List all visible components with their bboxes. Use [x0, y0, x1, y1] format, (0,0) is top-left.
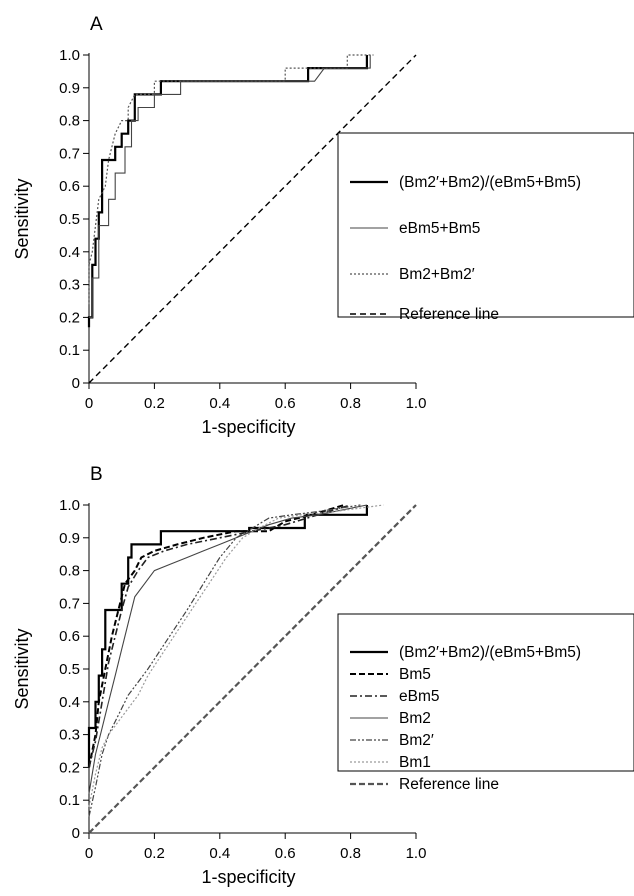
- legend-label-3: Reference line: [399, 306, 499, 323]
- y-tick-label: 0.3: [59, 277, 80, 294]
- x-tick-label: 0: [85, 845, 93, 862]
- series-line-3: [88, 54, 417, 384]
- legend-label-0: (Bm2′+Bm2)/(eBm5+Bm5): [399, 644, 581, 661]
- series-line-1: [89, 55, 371, 318]
- y-axis-title: Sensitivity: [12, 628, 32, 709]
- y-tick-label: 0.6: [59, 178, 80, 195]
- y-tick-label: 0.5: [59, 211, 80, 228]
- y-tick-label: 0.3: [59, 727, 80, 744]
- x-tick-label: 0.4: [209, 395, 230, 412]
- y-tick-label: 0.2: [59, 309, 80, 326]
- x-tick-label: 1.0: [406, 845, 427, 862]
- series-line-2: [88, 504, 351, 768]
- series-line-3: [88, 504, 368, 794]
- panel-label: B: [90, 464, 103, 485]
- x-tick-label: 0.8: [340, 395, 361, 412]
- y-tick-label: 0.2: [59, 759, 80, 776]
- y-tick-label: 1.0: [59, 497, 80, 514]
- x-tick-label: 1.0: [406, 395, 427, 412]
- legend: (Bm2′+Bm2)/(eBm5+Bm5) Bm5 eBm5 Bm2 Bm2′ Bm1 Re…: [337, 613, 634, 793]
- legend: (Bm2′+Bm2)/(eBm5+Bm5) eBm5+Bm5 Bm2+Bm2′ Ref…: [337, 132, 634, 323]
- y-tick-label: 0.5: [59, 661, 80, 678]
- y-tick-label: 0.6: [59, 628, 80, 645]
- y-tick-label: 0.1: [59, 342, 80, 359]
- legend-label-5: Bm1: [399, 754, 431, 771]
- x-tick-label: 0: [85, 395, 93, 412]
- x-tick-label: 0.2: [144, 395, 165, 412]
- y-tick-label: 0.8: [59, 563, 80, 580]
- y-axis-title: Sensitivity: [12, 178, 32, 259]
- legend-label-1: eBm5+Bm5: [399, 220, 480, 237]
- y-tick-label: 0.8: [59, 113, 80, 130]
- legend-label-6: Reference line: [399, 776, 499, 793]
- panel-a: A 0 0.1 0.2 0.3 0.4 0.5 0.6 0.7 0.8 0.9 1.0 0 0.2 0.4 0…: [12, 14, 634, 437]
- y-tick-label: 0: [72, 375, 80, 392]
- x-tick-label: 0.8: [340, 845, 361, 862]
- y-tick-label: 0.7: [59, 595, 80, 612]
- y-tick-label: 0: [72, 825, 80, 842]
- legend-label-2: Bm2+Bm2′: [399, 266, 475, 283]
- series-line-6: [88, 504, 417, 834]
- y-tick-label: 0.1: [59, 792, 80, 809]
- legend-box: [337, 132, 634, 318]
- series-line-4: [88, 504, 361, 817]
- panel-b: B 0 0.1 0.2 0.3 0.4 0.5 0.6 0.7 0.8 0.9 1.0 0 0.2 0.4 0…: [12, 464, 634, 887]
- series-line-2: [88, 54, 374, 305]
- x-tick-label: 0.6: [275, 395, 296, 412]
- x-tick-label: 0.6: [275, 845, 296, 862]
- x-axis-title: 1-specificity: [201, 417, 295, 437]
- y-tick-label: 0.9: [59, 80, 80, 97]
- y-tick-label: 0.9: [59, 530, 80, 547]
- legend-box: [337, 613, 634, 772]
- y-tick-label: 1.0: [59, 47, 80, 64]
- series-line-1: [88, 504, 345, 768]
- y-tick-label: 0.7: [59, 145, 80, 162]
- legend-label-2: eBm5: [399, 688, 440, 705]
- series-line-0: [87, 505, 368, 768]
- x-tick-label: 0.4: [209, 845, 230, 862]
- y-tick-label: 0.4: [59, 244, 80, 261]
- legend-label-3: Bm2: [399, 710, 431, 727]
- x-axis-title: 1-specificity: [201, 867, 295, 887]
- panel-label: A: [90, 14, 103, 35]
- x-tick-label: 0.2: [144, 845, 165, 862]
- y-tick-label: 0.4: [59, 694, 80, 711]
- legend-label-1: Bm5: [399, 666, 431, 683]
- legend-label-4: Bm2′: [399, 732, 434, 749]
- series-line-0: [87, 55, 368, 328]
- legend-label-0: (Bm2′+Bm2)/(eBm5+Bm5): [399, 174, 581, 191]
- series-line-5: [88, 504, 384, 807]
